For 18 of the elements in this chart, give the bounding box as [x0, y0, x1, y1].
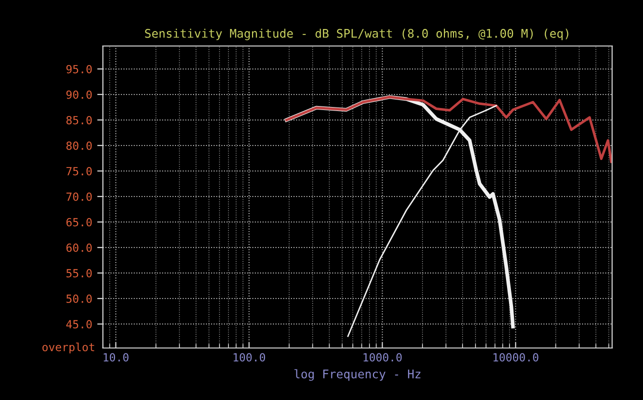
y-tick-label: 45.0	[66, 320, 92, 328]
x-tick-label: 1000.0	[364, 353, 402, 362]
y-tick-label: 90.0	[66, 90, 92, 99]
chart-title: Sensitivity Magnitude - dB SPL/watt (8.0 ohms, @1.00 M) (eq)	[145, 28, 568, 40]
y-tick-label: 85.0	[66, 116, 92, 124]
y-tick-label: 50.0	[66, 294, 92, 303]
y-tick-label: 55.0	[66, 269, 92, 278]
text: overplot	[42, 342, 94, 354]
x-axis-title: log Frequency - Hz	[294, 369, 420, 381]
y-tick-label: 65.0	[66, 218, 92, 226]
y-tick-label: 60.0	[66, 244, 92, 252]
x-tick-label: 10000.0	[494, 353, 538, 362]
x-tick-label: 10.0	[104, 353, 128, 362]
x-tick-label: 100.0	[234, 353, 266, 362]
y-tick-label: 80.0	[66, 141, 92, 150]
y-tick-label: 75.0	[66, 166, 92, 176]
y-tick-label: 70.0	[66, 192, 92, 201]
y-tick-label: 95.0	[66, 64, 92, 74]
